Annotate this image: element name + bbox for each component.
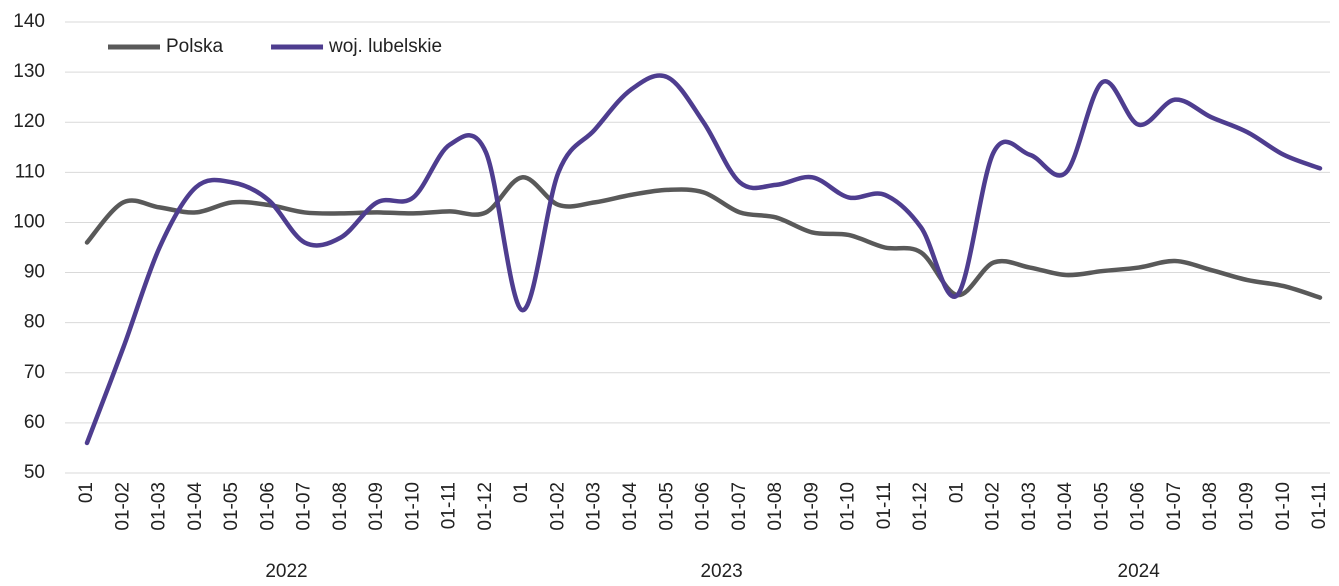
x-tick-label: 01-03 bbox=[1019, 482, 1040, 531]
x-tick-label: 01-12 bbox=[910, 482, 931, 531]
x-tick-label: 01-10 bbox=[1273, 482, 1294, 531]
y-tick-label: 110 bbox=[15, 161, 45, 182]
y-tick-label: 100 bbox=[13, 211, 45, 232]
y-tick-label: 140 bbox=[13, 11, 45, 32]
x-tick-label: 01-11 bbox=[439, 482, 460, 529]
y-tick-label: 50 bbox=[24, 462, 45, 483]
x-tick-label: 01-02 bbox=[547, 482, 568, 531]
x-tick-label: 01-05 bbox=[221, 482, 242, 531]
x-tick-label: 01-12 bbox=[475, 482, 496, 531]
y-tick-label: 120 bbox=[13, 111, 45, 132]
x-tick-label: 01 bbox=[76, 482, 97, 503]
y-tick-label: 130 bbox=[13, 61, 45, 82]
legend: Polska woj. lubelskie bbox=[108, 36, 442, 57]
x-tick-label: 01-07 bbox=[729, 482, 750, 531]
x-tick-label: 01-08 bbox=[765, 482, 786, 531]
x-group-label: 2024 bbox=[1118, 561, 1161, 582]
x-tick-label: 01-09 bbox=[366, 482, 387, 531]
x-tick-label: 01-09 bbox=[1236, 482, 1257, 531]
y-tick-label: 60 bbox=[24, 412, 45, 433]
y-tick-label: 90 bbox=[24, 262, 45, 283]
x-tick-label: 01 bbox=[511, 482, 532, 503]
legend-label: woj. lubelskie bbox=[328, 36, 442, 57]
x-tick-label: 01-11 bbox=[1309, 482, 1330, 529]
y-tick-label: 70 bbox=[24, 362, 45, 383]
x-tick-label: 01-04 bbox=[185, 482, 206, 531]
series-line bbox=[84, 175, 1323, 300]
x-tick-label: 01-03 bbox=[149, 482, 170, 531]
x-group-label: 2022 bbox=[265, 561, 307, 582]
x-tick-label: 01-04 bbox=[1055, 482, 1076, 531]
x-tick-label: 01-08 bbox=[330, 482, 351, 531]
x-tick-label: 01-07 bbox=[1164, 482, 1185, 531]
x-tick-label: 01-05 bbox=[1091, 482, 1112, 531]
legend-label: Polska bbox=[166, 36, 223, 57]
x-tick-label: 01-06 bbox=[693, 482, 714, 531]
x-tick-label: 01-04 bbox=[620, 482, 641, 531]
y-tick-label: 80 bbox=[24, 312, 45, 333]
x-tick-label: 01-02 bbox=[983, 482, 1004, 531]
series-line bbox=[84, 73, 1323, 446]
x-tick-label: 01-02 bbox=[112, 482, 133, 531]
x-tick-label: 01 bbox=[946, 482, 967, 503]
x-tick-label: 01-11 bbox=[874, 482, 895, 529]
x-tick-label: 01-06 bbox=[257, 482, 278, 531]
x-tick-label: 01-03 bbox=[584, 482, 605, 531]
x-tick-label: 01-10 bbox=[402, 482, 423, 531]
x-tick-label: 01-10 bbox=[838, 482, 859, 531]
x-group-label: 2023 bbox=[700, 561, 742, 582]
x-tick-label: 01-07 bbox=[294, 482, 315, 531]
x-tick-label: 01-06 bbox=[1128, 482, 1149, 531]
x-tick-label: 01-08 bbox=[1200, 482, 1221, 531]
x-tick-label: 01-09 bbox=[801, 482, 822, 531]
x-tick-label: 01-05 bbox=[656, 482, 677, 531]
